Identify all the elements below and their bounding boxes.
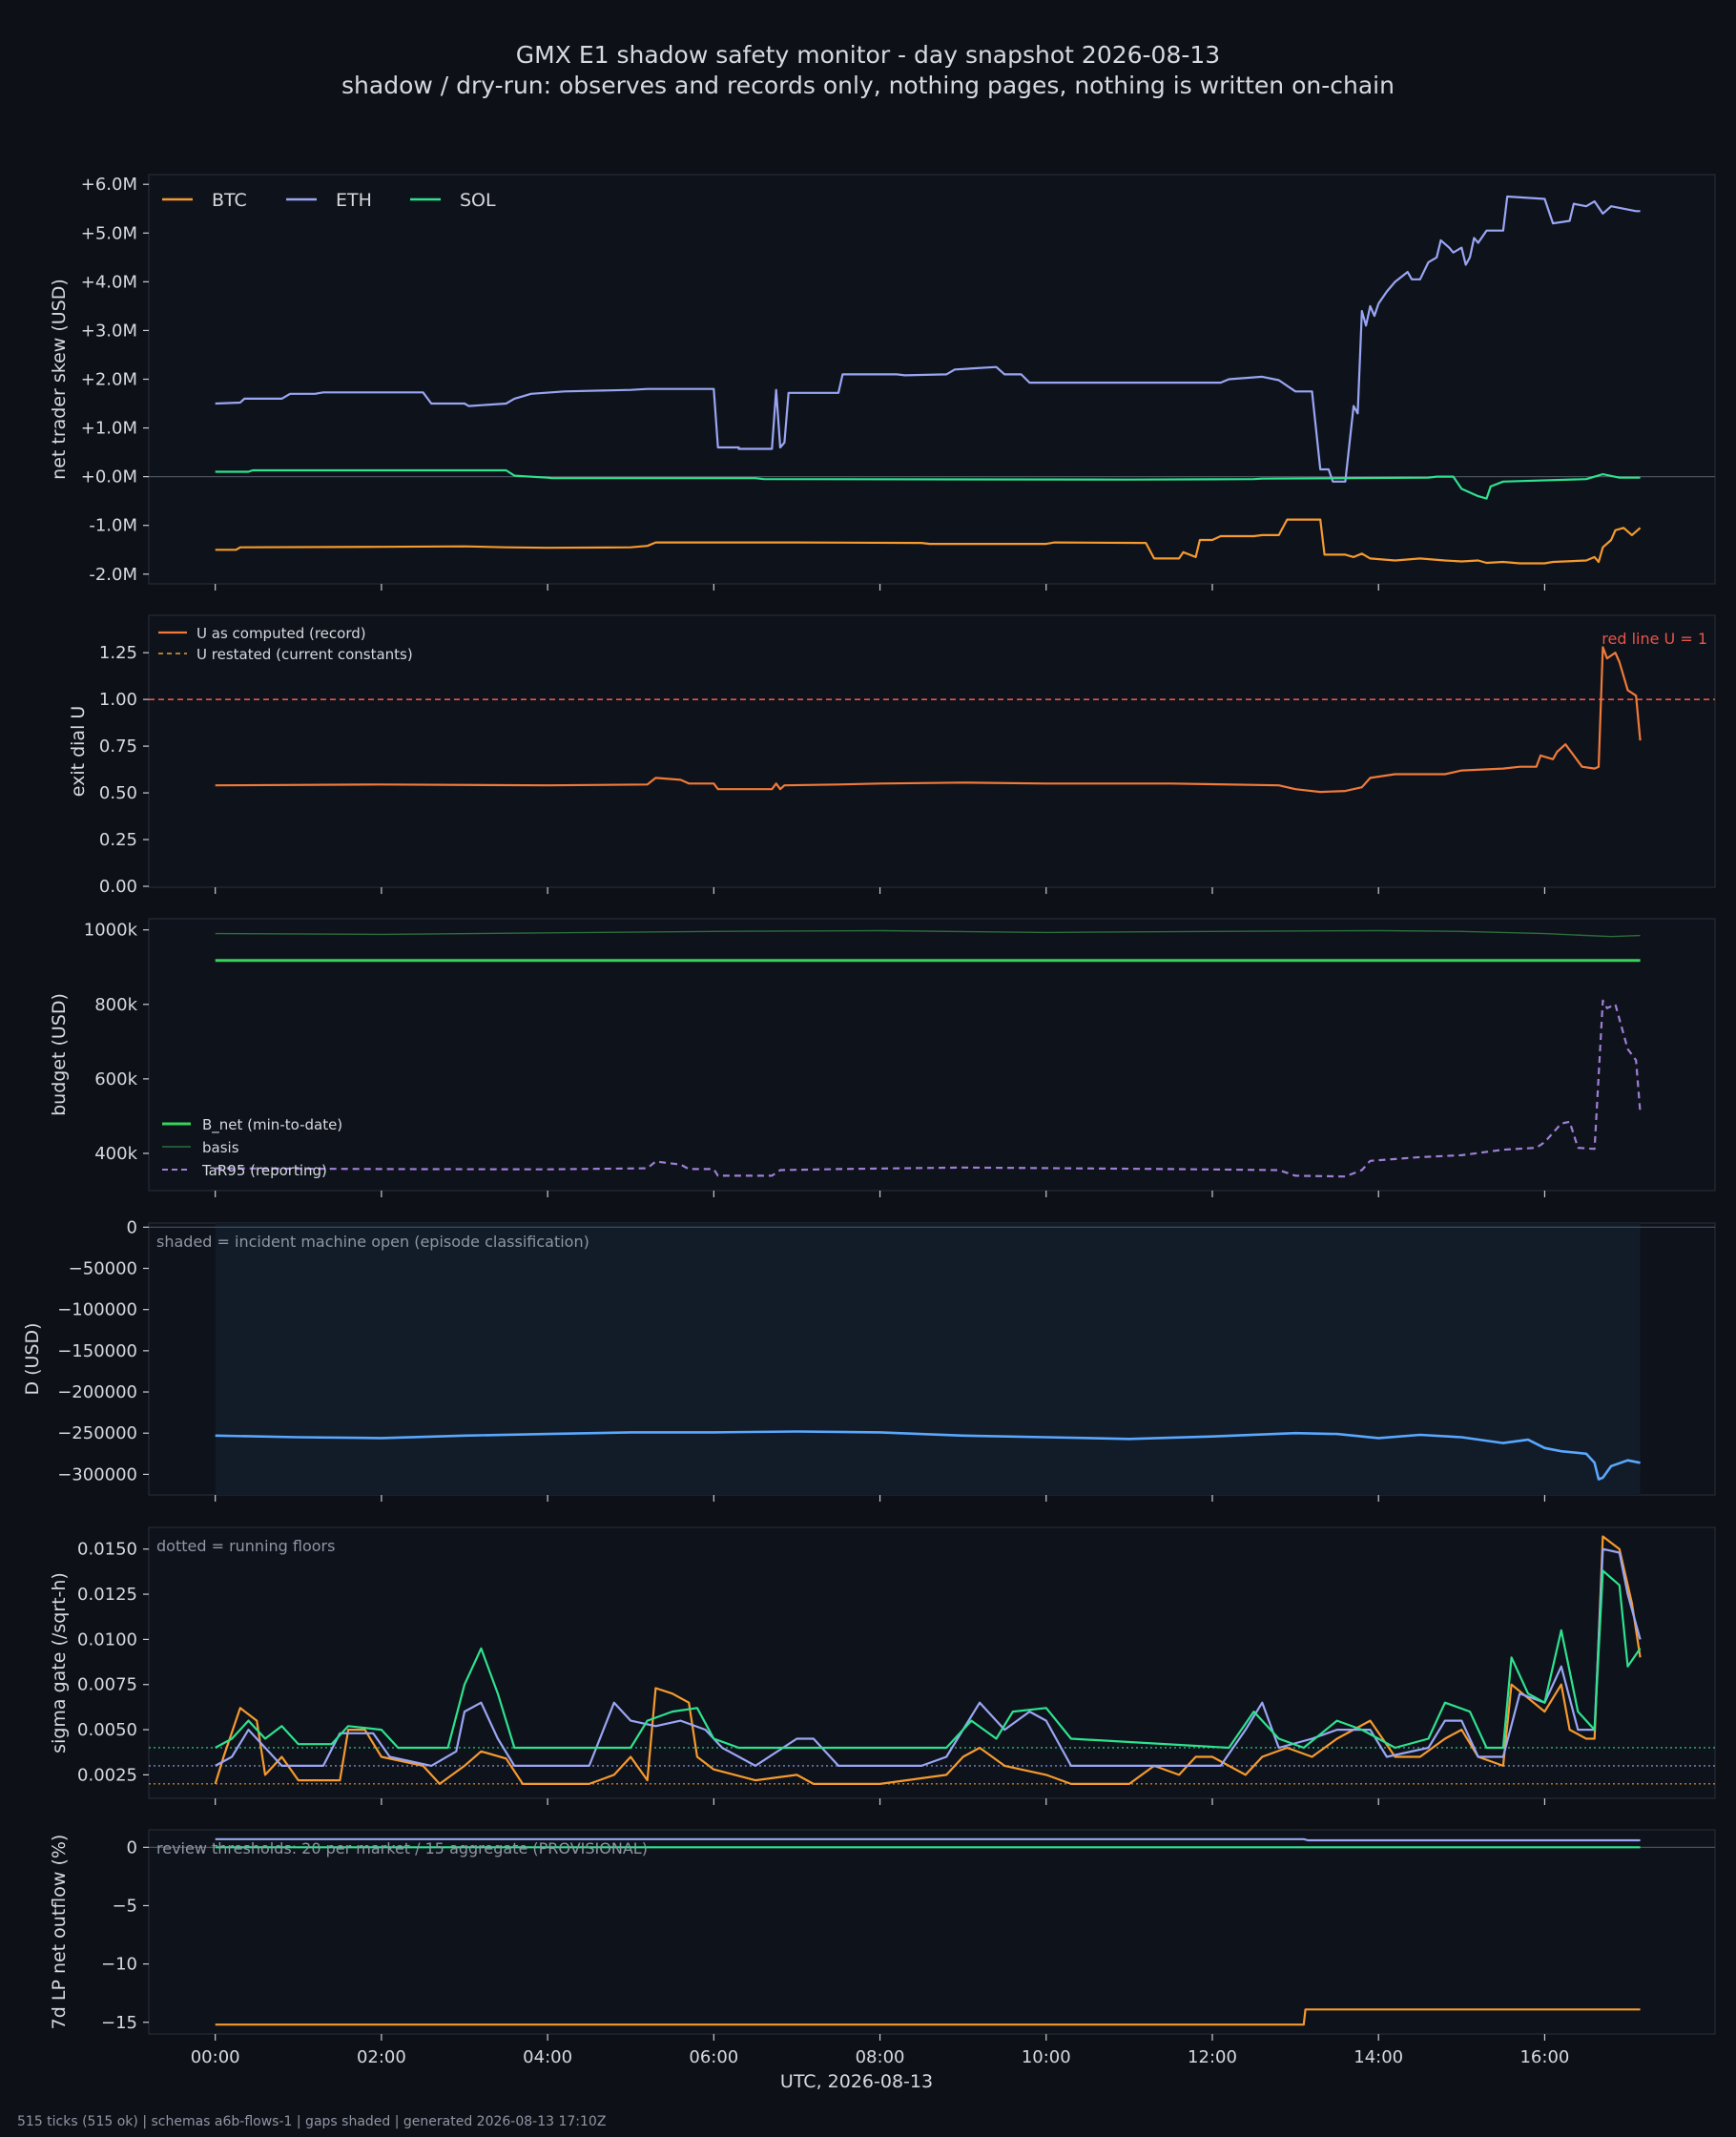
y-tick-label: −150000: [57, 1341, 137, 1361]
y-tick-label: +6.0M: [81, 175, 137, 195]
x-tick-label: 04:00: [523, 2047, 572, 2067]
y-tick-label: 0: [127, 1837, 137, 1857]
x-tick-label: 00:00: [191, 2047, 240, 2067]
x-tick-label: 06:00: [689, 2047, 738, 2067]
y-axis-label: budget (USD): [49, 993, 70, 1116]
y-axis-label: sigma gate (/sqrt-h): [49, 1572, 70, 1753]
legend-label-eth: ETH: [336, 190, 372, 211]
y-tick-label: −300000: [57, 1464, 137, 1484]
legend-label-u-computed: U as computed (record): [196, 625, 366, 642]
y-tick-label: +5.0M: [81, 223, 137, 243]
series-line-sol: [215, 468, 1641, 500]
y-tick-label: +4.0M: [81, 272, 137, 292]
y-tick-label: −10: [101, 1955, 137, 1975]
series-line-btc: [215, 2008, 1641, 2026]
legend-label-sol: SOL: [460, 190, 496, 211]
y-tick-label: 0.50: [99, 783, 137, 803]
series-line-btc: [214, 1535, 1642, 1785]
x-tick-label: 02:00: [357, 2047, 406, 2067]
y-tick-label: +3.0M: [81, 321, 137, 341]
panel-frame: [148, 614, 1716, 888]
series-line-d: [215, 1430, 1641, 1481]
y-tick-label: 0.0125: [77, 1585, 137, 1605]
y-tick-label: 1.25: [99, 643, 137, 663]
legend-label-0: B_net (min-to-date): [202, 1116, 342, 1134]
panel-frame: [148, 1526, 1716, 1799]
y-tick-label: −100000: [57, 1300, 137, 1320]
y-axis-label: exit dial U: [68, 706, 89, 798]
legend-label-btc: BTC: [212, 190, 247, 211]
legend-label-1: basis: [202, 1139, 239, 1156]
y-tick-label: 400k: [94, 1144, 137, 1164]
red-line-label: red line U = 1: [1602, 630, 1707, 648]
y-tick-label: 0.0025: [77, 1765, 137, 1785]
y-tick-label: −15: [101, 2013, 137, 2033]
x-tick-label: 08:00: [856, 2047, 905, 2067]
series-line-eth: [215, 1837, 1641, 1842]
y-tick-label: -1.0M: [89, 516, 137, 536]
panel-5: 0.0025 0.0050 0.0075 0.0100 0.0125 0.0150 sigm…: [49, 1526, 1716, 1805]
legend-label-u-restated: U restated (current constants): [196, 646, 413, 663]
y-axis-label: 7d LP net outflow (%): [49, 1835, 70, 2030]
y-tick-label: −250000: [57, 1423, 137, 1443]
series-line-btc: [215, 518, 1642, 565]
y-tick-label: +0.0M: [81, 467, 137, 488]
y-tick-label: -2.0M: [89, 565, 137, 585]
x-tick-label: 10:00: [1022, 2047, 1071, 2067]
panel-note: review thresholds: 20 per market / 15 ag…: [156, 1839, 648, 1857]
y-tick-label: 0.0150: [77, 1540, 137, 1560]
series-line-sol: [215, 1569, 1642, 1750]
y-tick-label: 1.00: [99, 690, 137, 710]
series-line-u-as-computed-record-: [215, 646, 1642, 794]
panel-6: −15 −10 −5 0 00:00 02:00 04:00 06:00 08:00 10:00 1…: [49, 1829, 1716, 2067]
x-axis-label: UTC, 2026-08-13: [780, 2071, 933, 2092]
panel-1: -2.0M -1.0M +0.0M +1.0M +2.0M +3.0M +4.0M +5.0M…: [49, 174, 1716, 591]
panel-note: shaded = incident machine open (episode …: [156, 1233, 589, 1251]
y-tick-label: 0: [127, 1217, 137, 1237]
x-tick-label: 16:00: [1519, 2047, 1569, 2067]
panel-note: dotted = running floors: [156, 1537, 335, 1555]
figure-subtitle: shadow / dry-run: observes and records o…: [341, 72, 1395, 99]
panel-frame: [148, 174, 1716, 585]
y-tick-label: +1.0M: [81, 419, 137, 439]
y-axis-label: D (USD): [22, 1322, 43, 1395]
y-tick-label: 0.0050: [77, 1720, 137, 1740]
series-line-eth: [215, 195, 1641, 483]
y-tick-label: 0.0075: [77, 1675, 137, 1695]
x-tick-label: 12:00: [1188, 2047, 1237, 2067]
y-tick-label: 1000k: [84, 921, 138, 941]
y-tick-label: +2.0M: [81, 370, 137, 390]
y-tick-label: −200000: [57, 1382, 137, 1402]
panel-3: 400k 600k 800k 1000k budget (USD) B_net (min-…: [49, 918, 1716, 1197]
legend-label-2: TaR95 (reporting): [201, 1162, 327, 1179]
y-tick-label: 0.25: [99, 830, 137, 850]
y-tick-label: 0.00: [99, 877, 137, 897]
panel-4: 0 −50000 −100000 −150000 −200000 −250000 −3000…: [22, 1217, 1716, 1502]
panel-frame: [148, 1829, 1716, 2035]
panel-2: red line U = 1 0.00 0.25 0.50 0.75 1.00 1.25 ex…: [68, 614, 1716, 897]
y-tick-label: 0.0100: [77, 1629, 137, 1649]
y-tick-label: 0.75: [99, 737, 137, 757]
figure-title: GMX E1 shadow safety monitor - day snaps…: [516, 41, 1220, 69]
footer-status: 515 ticks (515 ok) | schemas a6b-flows-1…: [17, 2114, 606, 2129]
panel-frame: [148, 918, 1716, 1192]
x-tick-label: 14:00: [1354, 2047, 1403, 2067]
y-axis-label: net trader skew (USD): [49, 279, 70, 480]
y-tick-label: −5: [112, 1896, 137, 1916]
y-tick-label: −50000: [69, 1259, 137, 1279]
series-line-basis: [215, 929, 1641, 938]
incident-shading: [215, 1223, 1641, 1495]
y-tick-label: 600k: [94, 1069, 137, 1089]
series-line-tar95-reporting-: [215, 999, 1642, 1178]
y-tick-label: 800k: [94, 995, 137, 1015]
